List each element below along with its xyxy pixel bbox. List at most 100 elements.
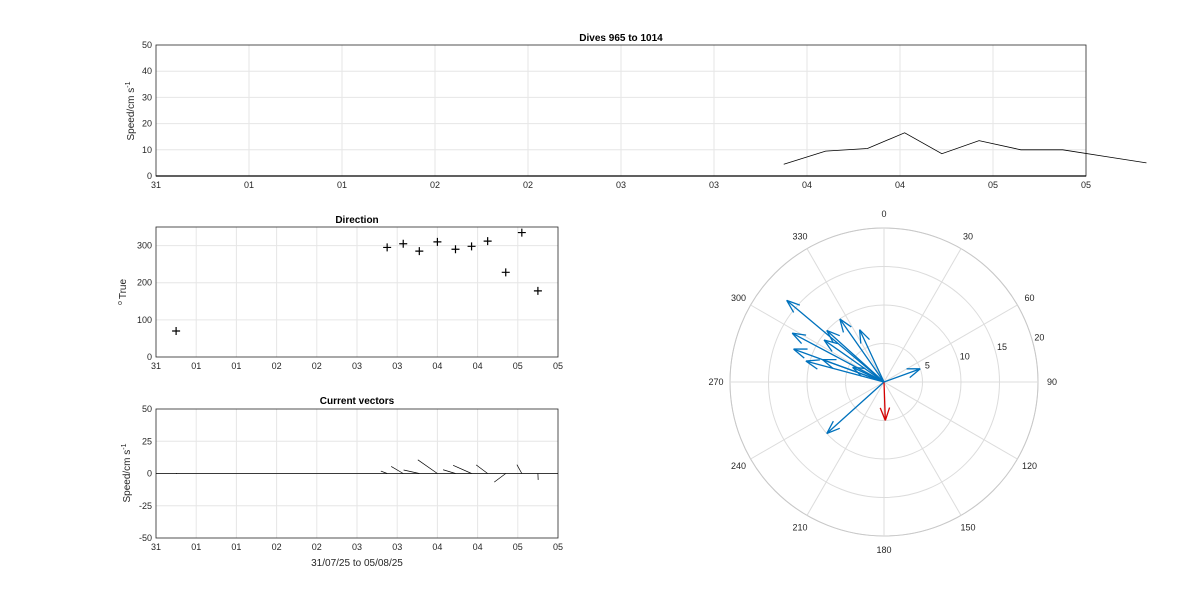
- direction-point: [399, 239, 408, 248]
- polar-spoke: [883, 381, 962, 516]
- direction-point: [467, 242, 476, 251]
- current-arrow: [793, 348, 885, 383]
- x-tick-label: 05: [513, 361, 523, 371]
- x-tick-label: 31: [151, 361, 161, 371]
- vectors-ylabel: Speed/cm s-1: [121, 443, 133, 502]
- angle-label: 120: [1022, 461, 1037, 471]
- angle-label: 180: [876, 545, 891, 555]
- x-tick-label: 02: [430, 180, 440, 190]
- y-tick-label: 40: [142, 66, 152, 76]
- current-vector: [494, 473, 506, 483]
- angle-label: 150: [960, 522, 975, 532]
- x-tick-label: 04: [432, 361, 442, 371]
- x-tick-label: 04: [473, 542, 483, 552]
- y-tick-label: 50: [142, 404, 152, 414]
- x-tick-label: 03: [616, 180, 626, 190]
- angle-label: 60: [1024, 293, 1034, 303]
- x-tick-label: 31: [151, 542, 161, 552]
- current-vector: [443, 469, 456, 474]
- current-vector: [380, 470, 388, 474]
- polar-spoke: [750, 304, 885, 383]
- current-vector: [475, 464, 488, 474]
- radial-label: 20: [1034, 333, 1044, 343]
- current-arrow: [826, 329, 885, 383]
- angle-label: 30: [963, 232, 973, 242]
- y-tick-label: 0: [147, 171, 152, 181]
- polar-spoke: [883, 248, 962, 383]
- x-tick-label: 04: [432, 542, 442, 552]
- angle-label: 330: [792, 232, 807, 242]
- x-tick-label: 02: [272, 361, 282, 371]
- direction-axes-box: [155, 226, 559, 358]
- speed-series-line: [783, 132, 1147, 165]
- x-tick-label: 03: [352, 542, 362, 552]
- y-tick-label: -25: [139, 501, 152, 511]
- y-tick-label: 300: [137, 241, 152, 251]
- angle-label: 90: [1047, 377, 1057, 387]
- current-vector: [403, 469, 420, 474]
- angle-label: 0: [881, 209, 886, 219]
- current-arrow: [791, 332, 885, 383]
- x-tick-label: 02: [523, 180, 533, 190]
- x-tick-label: 05: [553, 542, 563, 552]
- direction-point: [533, 286, 542, 295]
- y-tick-label: 0: [147, 352, 152, 362]
- direction-point: [451, 245, 460, 254]
- x-tick-label: 04: [895, 180, 905, 190]
- current-arrow: [879, 381, 891, 421]
- x-tick-label: 01: [191, 542, 201, 552]
- x-tick-label: 05: [988, 180, 998, 190]
- x-tick-label: 03: [392, 542, 402, 552]
- current-arrow: [805, 359, 885, 383]
- vectors-xlabel: 31/07/25 to 05/08/25: [311, 558, 403, 569]
- x-tick-label: 04: [473, 361, 483, 371]
- angle-label: 240: [731, 461, 746, 471]
- radial-label: 10: [960, 351, 970, 361]
- speed-panel: 31 01 01 02 02 03 03 04 04 05 05 0 10 20 30 40 50 Dives …: [125, 33, 1147, 190]
- direction-point: [501, 268, 510, 277]
- current-vector: [417, 459, 438, 474]
- x-tick-label: 01: [231, 361, 241, 371]
- radial-label: 15: [997, 342, 1007, 352]
- current-arrow: [883, 368, 921, 383]
- x-tick-label: 02: [312, 542, 322, 552]
- x-tick-label: 03: [392, 361, 402, 371]
- x-tick-label: 31: [151, 180, 161, 190]
- angle-label: 210: [792, 522, 807, 532]
- direction-point: [415, 247, 424, 256]
- speed-title: Dives 965 to 1014: [579, 33, 663, 44]
- current-arrow: [786, 299, 885, 383]
- direction-title: Direction: [335, 215, 378, 226]
- direction-point: [517, 228, 526, 237]
- x-tick-label: 03: [709, 180, 719, 190]
- x-tick-label: 02: [272, 542, 282, 552]
- x-tick-label: 02: [312, 361, 322, 371]
- angle-label: 270: [708, 377, 723, 387]
- current-arrow: [839, 318, 885, 383]
- direction-point: [172, 327, 181, 335]
- polar-spoke: [883, 304, 1018, 383]
- y-tick-label: 20: [142, 119, 152, 129]
- y-tick-label: -50: [139, 533, 152, 543]
- angle-label: 300: [731, 293, 746, 303]
- y-tick-label: 25: [142, 436, 152, 446]
- direction-panel: 31 01 01 02 02 03 03 04 04 05 05 0 100 200 300 Directi…: [117, 215, 563, 371]
- polar-panel: 0 30 60 90 120 150 180 210 240 270 300 330 5 10 15 20: [708, 209, 1057, 555]
- y-tick-label: 200: [137, 278, 152, 288]
- vectors-title: Current vectors: [320, 396, 395, 407]
- polar-spoke: [806, 381, 885, 516]
- current-vector: [391, 466, 404, 474]
- direction-point: [433, 237, 442, 246]
- direction-point: [483, 237, 492, 246]
- current-arrow: [823, 339, 885, 383]
- current-vector: [516, 464, 523, 474]
- y-tick-label: 100: [137, 315, 152, 325]
- x-tick-label: 01: [244, 180, 254, 190]
- y-tick-label: 30: [142, 92, 152, 102]
- current-arrow: [826, 381, 885, 435]
- x-tick-label: 01: [191, 361, 201, 371]
- x-tick-label: 05: [1081, 180, 1091, 190]
- radial-label: 5: [925, 361, 930, 371]
- current-arrow: [858, 329, 885, 383]
